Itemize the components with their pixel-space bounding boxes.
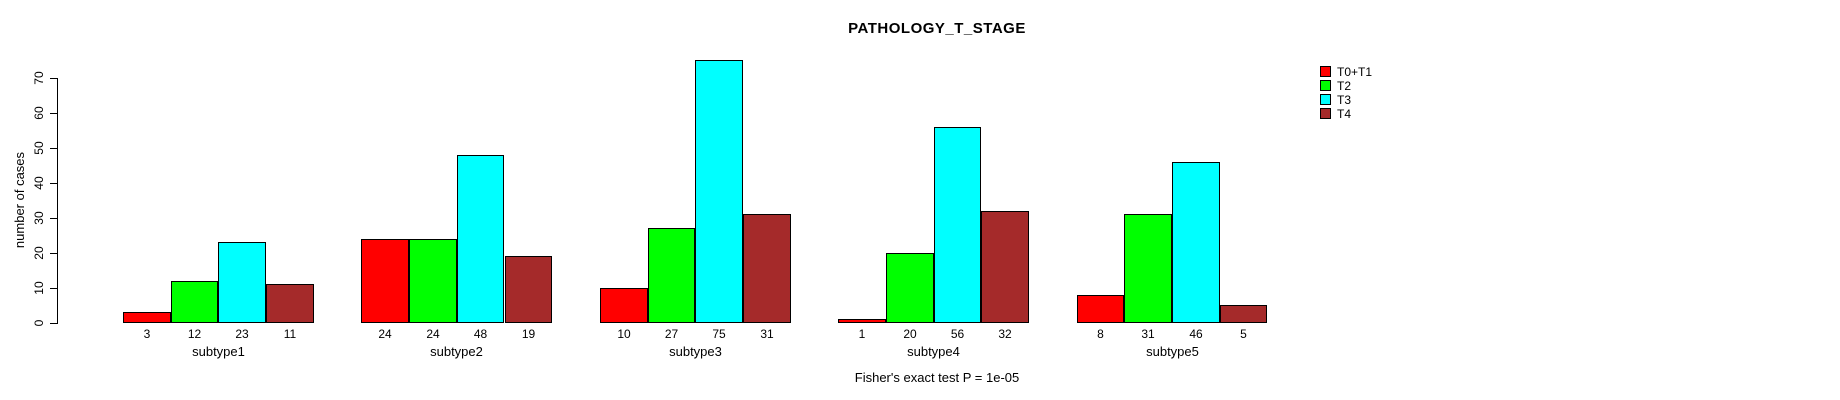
bar-t3-subtype4 bbox=[934, 127, 981, 323]
y-tick-label: 40 bbox=[32, 176, 46, 190]
category-label-subtype3: subtype3 bbox=[669, 344, 722, 359]
legend-label-t0t1: T0+T1 bbox=[1337, 65, 1373, 79]
bar-value-label: 11 bbox=[283, 327, 297, 341]
bar-t2-subtype5 bbox=[1124, 214, 1172, 323]
bar-value-label: 32 bbox=[998, 327, 1012, 341]
bar-value-label: 46 bbox=[1189, 327, 1203, 341]
category-label-subtype4: subtype4 bbox=[907, 344, 960, 359]
bar-t0t1-subtype3 bbox=[600, 288, 648, 323]
y-tick-label: 70 bbox=[32, 71, 46, 85]
bar-t3-subtype3 bbox=[695, 60, 743, 323]
footer-annotation: Fisher's exact test P = 1e-05 bbox=[854, 370, 1020, 385]
y-tick bbox=[50, 323, 57, 324]
y-tick bbox=[50, 113, 57, 114]
bar-value-label: 12 bbox=[187, 327, 202, 341]
y-axis-title: number of cases bbox=[12, 151, 27, 249]
bar-value-label: 75 bbox=[712, 327, 726, 341]
bar-t3-subtype2 bbox=[457, 155, 504, 323]
y-tick bbox=[50, 288, 57, 289]
y-tick-label: 30 bbox=[32, 211, 46, 225]
bar-t0t1-subtype1 bbox=[123, 312, 171, 323]
bar-value-label: 24 bbox=[378, 327, 392, 341]
bar-t0t1-subtype4 bbox=[838, 319, 886, 323]
bar-value-label: 23 bbox=[235, 327, 249, 341]
bar-t4-subtype2 bbox=[505, 256, 552, 323]
category-label-subtype1: subtype1 bbox=[192, 344, 245, 359]
bar-t2-subtype1 bbox=[171, 281, 218, 323]
bar-value-label: 56 bbox=[950, 327, 965, 341]
legend-swatch-t0t1 bbox=[1320, 66, 1331, 77]
bar-t4-subtype3 bbox=[743, 214, 791, 323]
bar-value-label: 48 bbox=[473, 327, 488, 341]
bar-value-label: 5 bbox=[1240, 327, 1247, 341]
bar-value-label: 1 bbox=[858, 327, 866, 341]
bar-t3-subtype5 bbox=[1172, 162, 1220, 323]
chart-title: PATHOLOGY_T_STAGE bbox=[848, 20, 1026, 37]
y-tick bbox=[50, 218, 57, 219]
bar-value-label: 31 bbox=[1141, 327, 1155, 341]
bar-t0t1-subtype2 bbox=[361, 239, 409, 323]
category-label-subtype2: subtype2 bbox=[430, 344, 483, 359]
bar-t2-subtype4 bbox=[886, 253, 934, 323]
y-tick-label: 10 bbox=[32, 281, 46, 295]
bar-t2-subtype3 bbox=[648, 228, 695, 323]
bar-value-label: 10 bbox=[617, 327, 631, 341]
bar-t0t1-subtype5 bbox=[1077, 295, 1124, 323]
bar-value-label: 27 bbox=[664, 327, 679, 341]
y-tick-label: 0 bbox=[32, 319, 46, 327]
legend-label-t2: T2 bbox=[1337, 79, 1352, 93]
y-tick bbox=[50, 148, 57, 149]
category-label-subtype5: subtype5 bbox=[1146, 344, 1199, 359]
bar-value-label: 19 bbox=[521, 327, 536, 341]
legend-swatch-t3 bbox=[1320, 94, 1331, 105]
legend-label-t3: T3 bbox=[1337, 93, 1352, 107]
legend-label-t4: T4 bbox=[1337, 107, 1352, 121]
bar-value-label: 20 bbox=[903, 327, 917, 341]
bar-t4-subtype5 bbox=[1220, 305, 1267, 323]
y-tick bbox=[50, 78, 57, 79]
bar-t4-subtype4 bbox=[981, 211, 1029, 323]
bar-value-label: 8 bbox=[1097, 327, 1104, 341]
y-tick-label: 50 bbox=[32, 141, 46, 155]
bar-t3-subtype1 bbox=[218, 242, 266, 323]
legend-swatch-t4 bbox=[1320, 108, 1331, 119]
y-tick-label: 60 bbox=[32, 106, 46, 120]
bar-value-label: 3 bbox=[143, 327, 151, 341]
legend-swatch-t2 bbox=[1320, 80, 1331, 91]
bar-t4-subtype1 bbox=[266, 284, 314, 323]
y-tick bbox=[50, 253, 57, 254]
y-tick bbox=[50, 183, 57, 184]
y-tick-label: 20 bbox=[32, 246, 46, 260]
y-axis-line bbox=[57, 78, 58, 324]
bar-value-label: 31 bbox=[760, 327, 774, 341]
bar-value-label: 24 bbox=[426, 327, 440, 341]
bar-t2-subtype2 bbox=[409, 239, 457, 323]
